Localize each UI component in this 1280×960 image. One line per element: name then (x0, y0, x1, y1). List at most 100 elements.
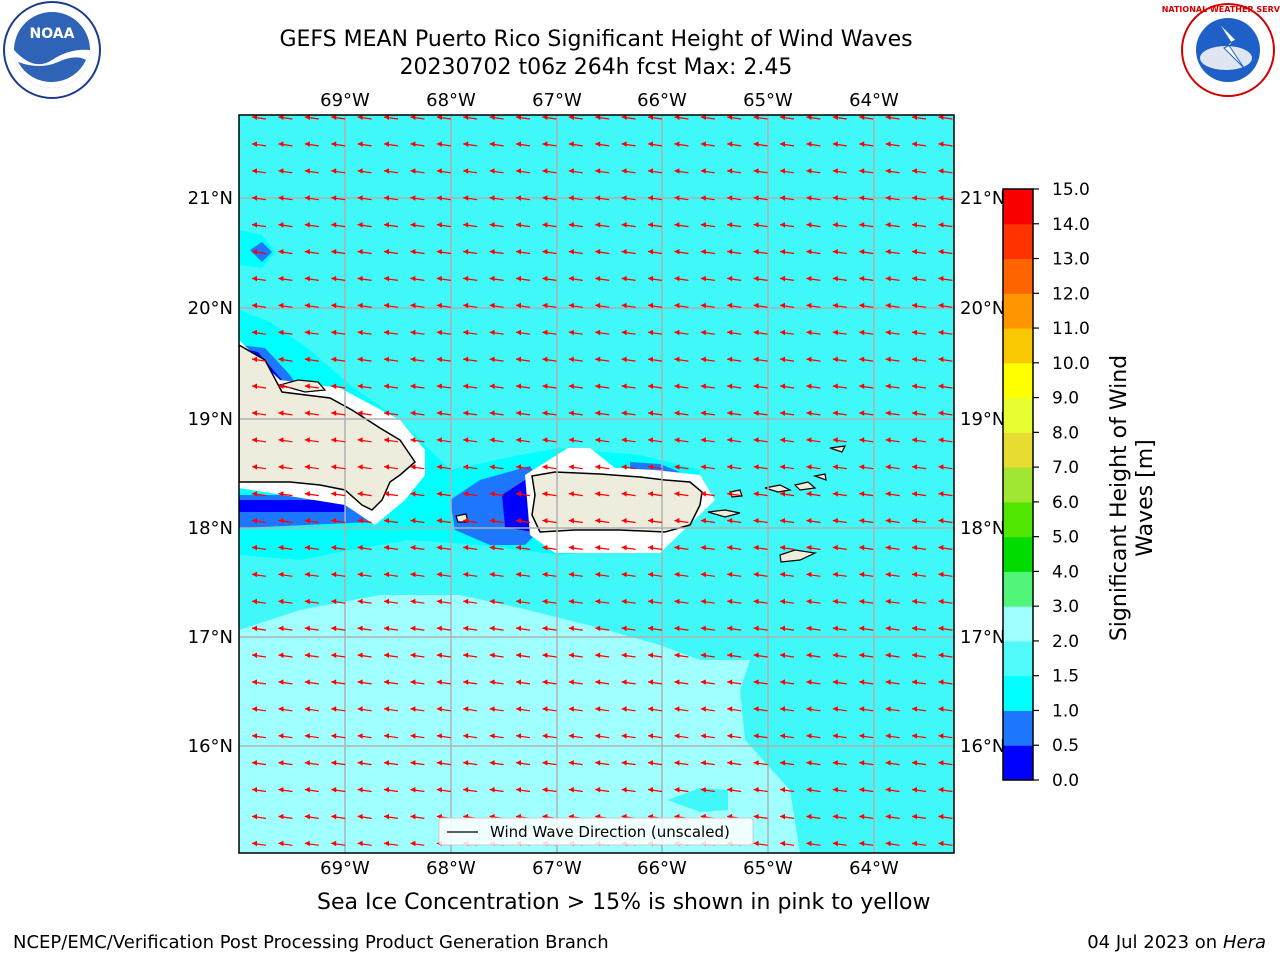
wave-direction-arrowhead (700, 733, 706, 739)
wave-direction-arrowhead (252, 760, 257, 766)
wave-direction-arrowhead (304, 840, 310, 847)
wave-direction-arrowhead (753, 571, 759, 578)
wave-direction-arrowhead (357, 733, 363, 739)
wave-direction-arrowhead (568, 706, 574, 712)
wave-direction-arrowhead (463, 625, 469, 632)
wave-direction-arrowhead (489, 383, 495, 389)
wave-direction-arrowhead (832, 329, 838, 336)
wave-direction-arrowhead (674, 598, 680, 605)
colorbar-tick-label: 1.0 (1052, 701, 1079, 721)
wave-direction-arrowhead (938, 571, 944, 578)
wave-direction-arrowhead (885, 652, 891, 658)
wave-direction-arrowhead (278, 625, 284, 632)
wave-direction-arrowhead (727, 356, 733, 363)
colorbar-label-line2: Waves [m] (1133, 439, 1158, 557)
wave-direction-arrowhead (780, 491, 785, 497)
wave-direction-arrowhead (568, 222, 574, 228)
wave-direction-arrowhead (727, 652, 733, 658)
wave-direction-arrowhead (832, 813, 838, 820)
wave-direction-arrowhead (780, 302, 785, 309)
wave-direction-arrowhead (331, 679, 337, 685)
wave-direction-arrowhead (727, 141, 733, 147)
wave-direction-arrowhead (938, 356, 944, 363)
wave-direction-arrowhead (832, 356, 838, 363)
lat-label-left-20n: 20°N (188, 298, 233, 319)
wave-direction-arrowhead (542, 571, 548, 578)
colorbar-tick-label: 11.0 (1052, 319, 1090, 339)
lat-label-right-17n: 17°N (960, 627, 1005, 648)
wave-direction-arrowhead (938, 275, 944, 282)
wave-direction-arrowhead (384, 787, 389, 793)
wave-direction-arrowhead (252, 275, 257, 282)
wave-direction-arrowhead (331, 275, 337, 282)
colorbar-tick-label: 15.0 (1052, 180, 1090, 200)
wave-direction-arrowhead (542, 437, 548, 443)
wave-direction-arrowhead (832, 302, 838, 309)
wave-direction-arrowhead (700, 302, 706, 309)
wave-direction-arrowhead (489, 787, 495, 793)
wave-direction-arrowhead (252, 679, 257, 685)
wave-direction-arrowhead (753, 840, 759, 847)
wave-direction-arrowhead (595, 571, 601, 578)
wave-direction-arrowhead (832, 222, 838, 228)
wave-direction-arrowhead (700, 329, 706, 336)
wave-direction-arrowhead (436, 491, 442, 497)
lon-label-bottom-68w: 68°W (426, 858, 476, 879)
wave-direction-arrowhead (436, 598, 442, 605)
wave-direction-arrowhead (727, 437, 733, 443)
wave-direction-arrowhead (357, 329, 363, 336)
wave-direction-arrowhead (938, 518, 944, 524)
wave-direction-arrowhead (595, 141, 601, 147)
wave-direction-arrowhead (410, 356, 416, 363)
wave-direction-arrowhead (753, 383, 759, 389)
wave-direction-arrowhead (753, 625, 759, 632)
wave-direction-arrowhead (648, 195, 653, 201)
wave-direction-arrowhead (463, 195, 469, 201)
wave-direction-arrowhead (912, 115, 917, 120)
wave-direction-arrowhead (304, 760, 310, 766)
wave-direction-arrowhead (621, 356, 627, 363)
wave-direction-arrowhead (780, 115, 785, 120)
wave-direction-arrowhead (278, 195, 284, 201)
wave-direction-arrowhead (304, 195, 310, 201)
wave-direction-arrowhead (278, 356, 284, 363)
wave-direction-arrowhead (780, 168, 785, 174)
wave-direction-arrowhead (542, 733, 548, 739)
wave-direction-arrowhead (859, 249, 865, 255)
lat-label-right-16n: 16°N (960, 736, 1005, 757)
wave-direction-arrowhead (832, 115, 838, 120)
wave-direction-arrowhead (357, 356, 363, 363)
wave-direction-arrowhead (384, 249, 389, 255)
wave-direction-arrowhead (859, 356, 865, 363)
wave-direction-arrowhead (489, 652, 495, 658)
lon-label-top-68w: 68°W (426, 90, 476, 111)
wave-direction-arrowhead (542, 491, 548, 497)
wave-direction-arrowhead (516, 518, 521, 524)
wave-direction-arrowhead (357, 518, 363, 524)
wave-direction-arrowhead (595, 760, 601, 766)
wave-direction-arrowhead (674, 115, 680, 120)
wave-direction-arrowhead (384, 356, 389, 363)
wave-direction-arrowhead (436, 222, 442, 228)
colorbar-tick-label: 9.0 (1052, 389, 1079, 409)
wave-direction-arrowhead (700, 652, 706, 658)
wave-direction-arrowhead (885, 571, 891, 578)
wave-direction-arrowhead (780, 222, 785, 228)
wave-direction-arrowhead (463, 410, 469, 416)
wave-direction-arrowhead (410, 410, 416, 416)
wave-direction-arrowhead (832, 195, 838, 201)
wave-direction-arrowhead (700, 544, 706, 551)
colorbar-tick-label: 7.0 (1052, 458, 1079, 478)
wave-direction-arrowhead (331, 652, 337, 658)
wave-direction-arrowhead (621, 249, 627, 255)
wave-direction-arrowhead (331, 787, 337, 793)
wave-direction-arrowhead (674, 544, 680, 551)
wave-direction-arrowhead (331, 168, 337, 174)
wave-direction-arrowhead (859, 760, 865, 766)
colorbar-segment (1003, 258, 1033, 294)
wave-direction-arrowhead (304, 544, 310, 551)
wave-direction-arrowhead (621, 222, 627, 228)
colorbar-segment (1003, 710, 1033, 746)
wave-direction-arrowhead (727, 410, 733, 416)
wave-direction-arrowhead (780, 679, 785, 685)
